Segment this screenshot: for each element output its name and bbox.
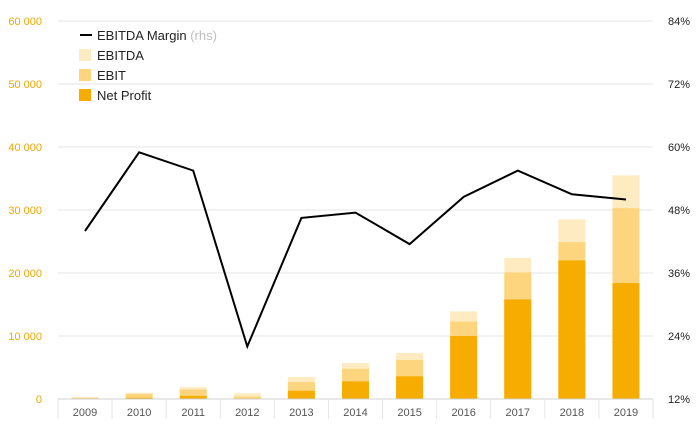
y-tick-label-right: 60%	[668, 142, 690, 154]
x-tick-label: 2019	[614, 407, 638, 419]
bar-ebit	[179, 389, 207, 399]
bar-net-profit	[558, 260, 586, 399]
y-tick-label-right: 36%	[668, 268, 690, 280]
legend-swatch-ebit	[79, 69, 91, 81]
x-tick-label: 2018	[560, 407, 584, 419]
bar-net-profit	[612, 283, 640, 399]
y-tick-label-left: 50 000	[8, 79, 42, 91]
bar-net-profit	[179, 395, 207, 399]
axes: 0 10 000 20 000 30 000 40 000 50 000 60 000 12%…	[8, 16, 690, 419]
ebitda-margin-line	[84, 151, 627, 350]
bar-net-profit	[504, 299, 532, 399]
legend-swatch-ebitda	[79, 49, 91, 61]
x-tick-label: 2017	[506, 407, 530, 419]
margin-line	[84, 151, 627, 350]
bar-ebitda	[233, 393, 261, 399]
legend-swatch-net-profit	[79, 89, 91, 101]
y-tick-label-right: 48%	[668, 205, 690, 217]
x-tick-label: 2014	[343, 407, 367, 419]
bar-ebit	[71, 397, 99, 399]
gridlines	[58, 20, 653, 337]
x-tick-label: 2012	[235, 407, 259, 419]
bars	[71, 175, 640, 399]
legend-label-line: EBITDA Margin (rhs)	[97, 28, 217, 43]
bar-net-profit	[396, 376, 424, 399]
bar-net-profit	[342, 381, 369, 399]
y-tick-label-left: 40 000	[8, 142, 42, 154]
x-tick-label: 2015	[397, 407, 421, 419]
y-tick-label-left: 30 000	[8, 205, 42, 217]
y-tick-label-left: 60 000	[8, 16, 42, 28]
bar-net-profit	[125, 397, 153, 399]
legend: EBITDA Margin (rhs) EBITDA EBIT Net Prof…	[79, 28, 217, 103]
x-tick-label: 2010	[127, 407, 151, 419]
bar-ebit	[233, 396, 261, 399]
x-tick-label: 2011	[181, 407, 205, 419]
y-tick-label-left: 10 000	[8, 331, 42, 343]
legend-label-net-profit: Net Profit	[97, 88, 152, 103]
bar-ebit	[125, 393, 153, 399]
y-tick-label-left: 0	[36, 394, 42, 406]
x-tick-label: 2009	[73, 407, 97, 419]
y-tick-label-left: 20 000	[8, 268, 42, 280]
x-tick-label: 2016	[451, 407, 475, 419]
bar-net-profit	[450, 336, 478, 399]
legend-label-ebitda: EBITDA	[97, 48, 144, 63]
bar-net-profit	[287, 390, 315, 399]
x-tick-label: 2013	[289, 407, 313, 419]
y-tick-label-right: 24%	[668, 331, 690, 343]
legend-label-ebit: EBIT	[97, 68, 126, 83]
y-tick-label-right: 12%	[668, 394, 690, 406]
y-tick-label-right: 84%	[668, 16, 690, 28]
y-tick-label-right: 72%	[668, 79, 690, 91]
